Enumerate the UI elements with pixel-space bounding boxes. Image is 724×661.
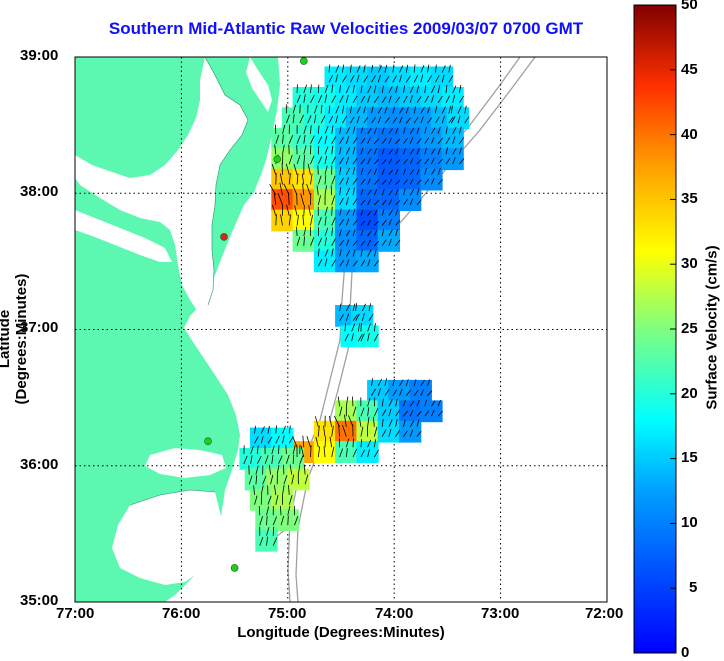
velocity-vector: [374, 397, 375, 406]
velocity-vector: [297, 193, 298, 205]
velocity-cell: [420, 87, 442, 109]
velocity-cell: [335, 87, 357, 109]
colorbar-tick-label: 30: [681, 255, 698, 272]
x-tick-label: 74:00: [375, 605, 413, 622]
radar-station-marker: [221, 233, 228, 240]
velocity-vector: [318, 85, 319, 93]
colorbar-tick-label: 45: [681, 61, 698, 78]
velocity-cell: [282, 107, 304, 129]
velocity-cell: [245, 469, 267, 491]
velocity-vector: [318, 146, 319, 154]
velocity-vector: [353, 438, 354, 447]
velocity-cell: [282, 448, 304, 470]
y-tick-label: 35:00: [20, 592, 58, 609]
velocity-cell: [410, 67, 432, 89]
x-tick-label: 72:00: [585, 605, 623, 622]
velocity-vector: [300, 105, 301, 114]
radar-station-marker: [205, 438, 212, 445]
velocity-cell: [325, 67, 347, 89]
velocity-vector: [273, 527, 274, 536]
y-tick-label: 36:00: [20, 456, 58, 473]
velocity-cell: [388, 67, 410, 89]
x-tick-label: 76:00: [162, 605, 200, 622]
velocity-cell: [314, 148, 336, 170]
velocity-vector: [288, 516, 289, 526]
y-tick-label: 39:00: [20, 47, 58, 64]
velocity-cell: [378, 421, 400, 443]
colorbar-tick-label: 50: [681, 0, 698, 13]
velocity-cell: [356, 325, 378, 347]
velocity-cell: [271, 428, 293, 450]
velocity-cell: [335, 441, 357, 463]
velocity-vector: [261, 495, 262, 505]
colorbar-label: Surface Velocity (cm/s): [704, 238, 721, 418]
colorbar-tick-label: 20: [681, 385, 698, 402]
velocity-cell: [293, 87, 315, 109]
y-axis-label: Latitude (Degrees:Minutes): [0, 254, 30, 424]
colorbar-tick-label: 15: [681, 449, 698, 466]
velocity-vector: [332, 207, 333, 216]
velocity-cell: [293, 230, 315, 252]
velocity-cell: [378, 400, 400, 422]
colorbar-tick-label: 40: [681, 126, 698, 143]
velocity-cell: [335, 189, 357, 211]
x-tick-label: 73:00: [481, 605, 519, 622]
radar-station-marker: [274, 156, 281, 163]
velocity-cell: [356, 87, 378, 109]
colorbar: [634, 5, 676, 653]
velocity-vector: [279, 445, 280, 454]
colorbar-tick-label: 5: [689, 579, 697, 596]
velocity-cell: [346, 67, 368, 89]
y-tick-label: 38:00: [20, 183, 58, 200]
velocity-cell: [255, 530, 277, 552]
velocity-cell: [356, 441, 378, 463]
velocity-cell: [367, 67, 389, 89]
radar-station-marker: [231, 564, 238, 571]
velocity-cell: [399, 87, 421, 109]
colorbar-tick-label: 10: [681, 514, 698, 531]
velocity-cell: [261, 448, 283, 470]
velocity-cell: [442, 87, 464, 109]
x-tick-label: 75:00: [268, 605, 306, 622]
velocity-cell: [255, 509, 277, 531]
colorbar-tick-label: 25: [681, 320, 698, 337]
radar-station-marker: [300, 58, 307, 65]
velocity-cell: [367, 380, 389, 402]
x-tick-label: 77:00: [56, 605, 94, 622]
velocity-vector: [318, 165, 319, 174]
velocity-cell: [351, 305, 373, 327]
velocity-cell: [447, 107, 469, 129]
colorbar-tick-label: 35: [681, 190, 698, 207]
velocity-vector: [361, 323, 362, 331]
velocity-cell: [314, 251, 336, 273]
velocity-cell: [293, 128, 315, 150]
velocity-cell: [325, 107, 347, 129]
x-axis-label: Longitude (Degrees:Minutes): [75, 624, 607, 641]
colorbar-tick-label: 0: [681, 644, 689, 661]
velocity-cell: [431, 67, 453, 89]
